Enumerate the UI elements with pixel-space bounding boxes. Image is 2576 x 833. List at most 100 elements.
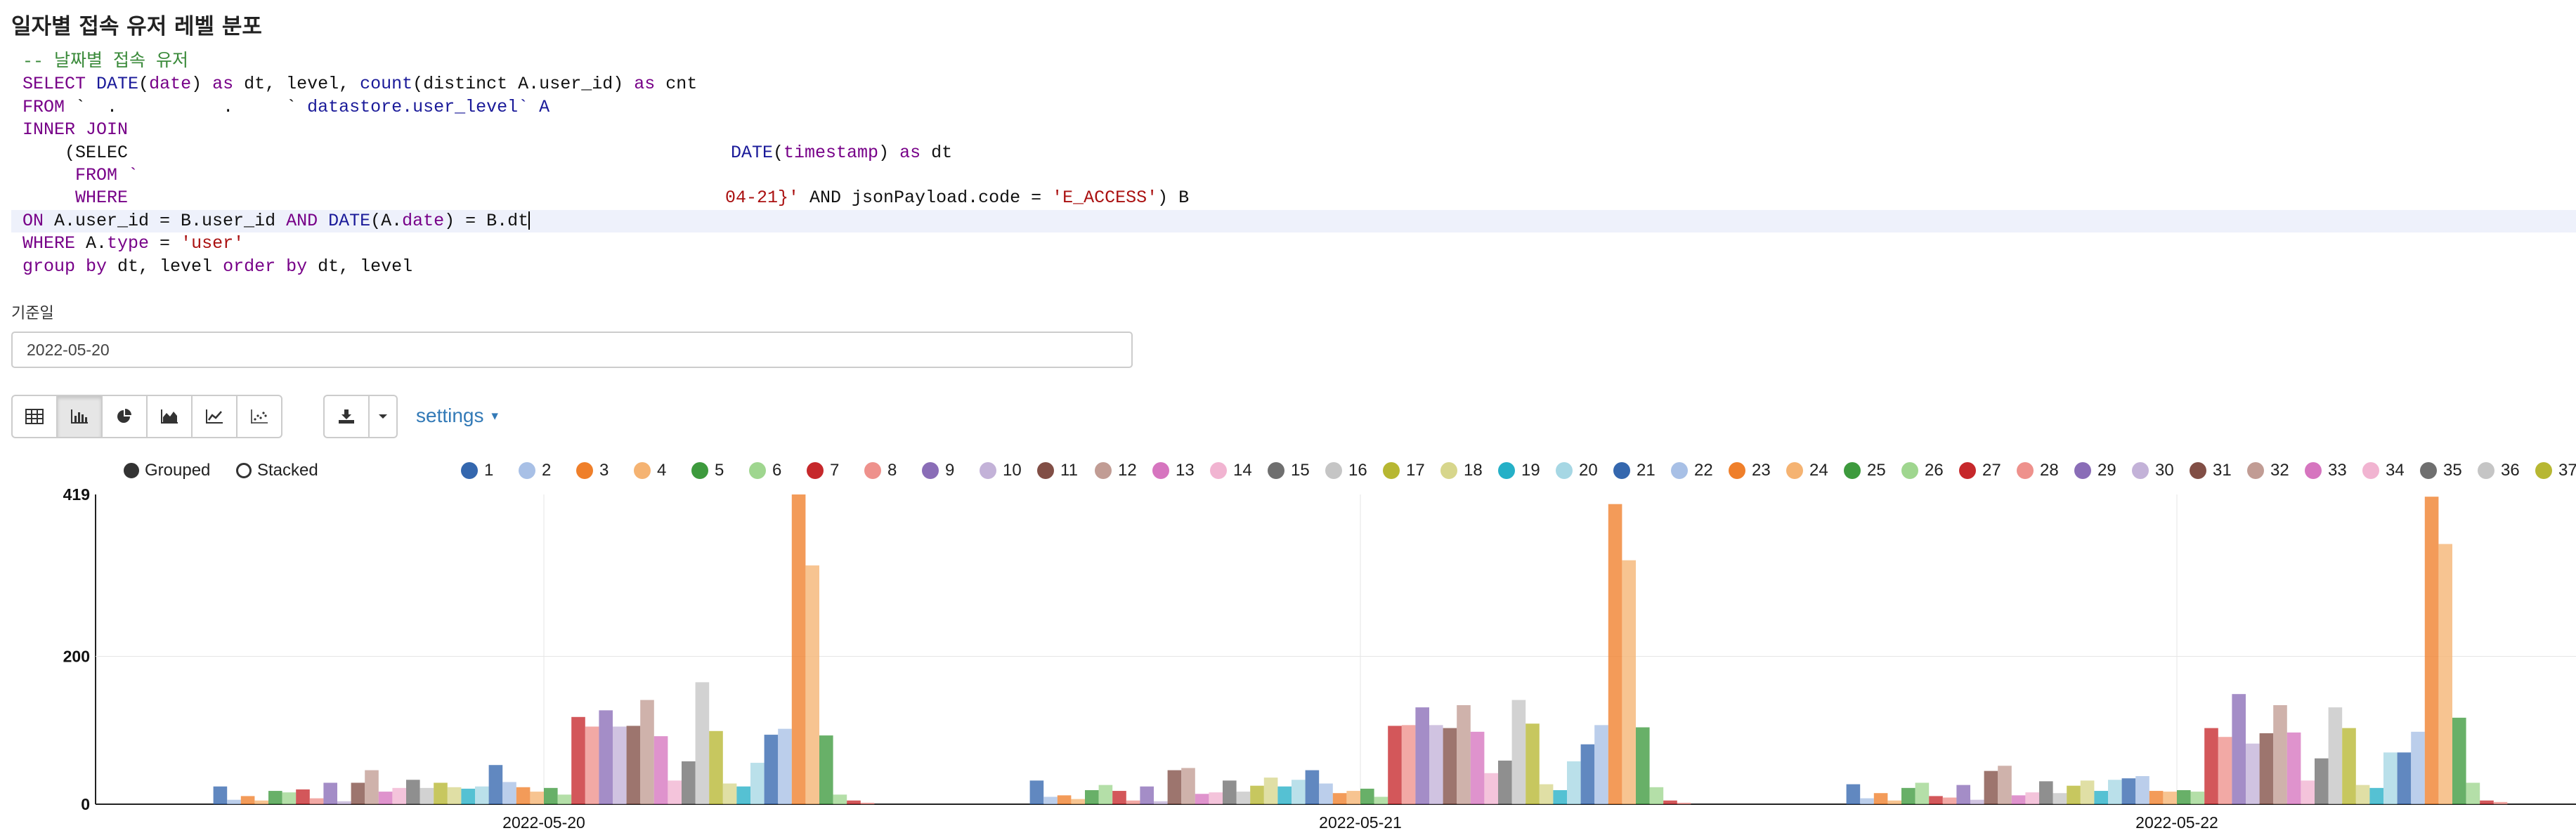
bar-series-47-2022-05-22[interactable] — [2480, 800, 2494, 804]
bar-series-30-2022-05-22[interactable] — [2246, 743, 2260, 804]
legend-item-28[interactable]: 28 — [2017, 461, 2059, 480]
bar-series-34-2022-05-22[interactable] — [2301, 780, 2315, 804]
legend-item-21[interactable]: 21 — [1613, 461, 1655, 480]
bar-series-19-2022-05-20[interactable] — [461, 788, 475, 804]
bar-series-24-2022-05-20[interactable] — [530, 792, 544, 804]
bar-series-42-2022-05-21[interactable] — [1594, 725, 1608, 804]
bar-series-48-2022-05-21[interactable] — [1677, 802, 1691, 804]
bar-series-29-2022-05-20[interactable] — [599, 710, 613, 804]
bar-series-5-2022-05-21[interactable] — [1085, 790, 1099, 804]
bar-series-14-2022-05-21[interactable] — [1209, 792, 1223, 804]
bar-series-47-2022-05-20[interactable] — [847, 800, 861, 804]
bar-series-30-2022-05-20[interactable] — [613, 726, 627, 804]
bar-series-4-2022-05-22[interactable] — [1887, 800, 1901, 804]
legend-item-2[interactable]: 2 — [519, 461, 551, 480]
bar-series-25-2022-05-20[interactable] — [544, 787, 558, 804]
legend-item-20[interactable]: 20 — [1556, 461, 1598, 480]
legend-item-36[interactable]: 36 — [2478, 461, 2520, 480]
bar-series-11-2022-05-21[interactable] — [1167, 770, 1182, 804]
bar-series-25-2022-05-21[interactable] — [1360, 788, 1374, 804]
bar-series-14-2022-05-22[interactable] — [2025, 792, 2039, 804]
bar-series-7-2022-05-22[interactable] — [1929, 796, 1943, 804]
legend-item-32[interactable]: 32 — [2247, 461, 2289, 480]
legend-item-4[interactable]: 4 — [634, 461, 666, 480]
bar-series-4-2022-05-21[interactable] — [1071, 799, 1085, 804]
bar-series-25-2022-05-22[interactable] — [2177, 790, 2191, 804]
legend-item-17[interactable]: 17 — [1383, 461, 1425, 480]
bar-series-16-2022-05-21[interactable] — [1236, 792, 1251, 804]
bar-series-1-2022-05-20[interactable] — [213, 786, 228, 804]
bar-series-12-2022-05-22[interactable] — [1998, 766, 2012, 804]
table-view-button[interactable] — [11, 395, 58, 438]
bar-series-41-2022-05-22[interactable] — [2397, 752, 2412, 804]
bar-series-37-2022-05-21[interactable] — [1526, 723, 1540, 804]
bar-series-27-2022-05-20[interactable] — [571, 716, 585, 804]
bar-series-36-2022-05-22[interactable] — [2328, 707, 2343, 804]
bar-series-36-2022-05-21[interactable] — [1511, 700, 1526, 804]
bar-series-48-2022-05-22[interactable] — [2493, 801, 2508, 804]
bar-series-20-2022-05-21[interactable] — [1292, 780, 1306, 804]
bar-series-28-2022-05-20[interactable] — [585, 726, 599, 804]
sql-editor[interactable]: -- 날짜별 접속 유저 SELECT DATE(date) as dt, le… — [11, 51, 2576, 282]
bar-series-43-2022-05-20[interactable] — [791, 494, 806, 804]
bar-series-40-2022-05-20[interactable] — [750, 763, 765, 804]
bar-series-38-2022-05-20[interactable] — [722, 783, 737, 804]
download-button[interactable] — [323, 395, 370, 438]
bar-series-42-2022-05-22[interactable] — [2411, 731, 2425, 804]
bar-series-6-2022-05-20[interactable] — [282, 792, 297, 804]
bar-series-43-2022-05-21[interactable] — [1608, 504, 1622, 804]
bar-series-3-2022-05-21[interactable] — [1057, 795, 1072, 804]
bar-series-46-2022-05-21[interactable] — [1649, 787, 1664, 804]
settings-link[interactable]: settings ▼ — [416, 405, 501, 426]
bar-series-7-2022-05-21[interactable] — [1112, 791, 1126, 804]
bar-series-45-2022-05-20[interactable] — [819, 735, 833, 804]
legend-item-10[interactable]: 10 — [980, 461, 1022, 480]
bar-series-48-2022-05-20[interactable] — [860, 802, 875, 804]
legend-item-14[interactable]: 14 — [1210, 461, 1252, 480]
bar-series-38-2022-05-22[interactable] — [2355, 785, 2370, 804]
legend-item-34[interactable]: 34 — [2362, 461, 2405, 480]
bar-series-26-2022-05-20[interactable] — [557, 794, 572, 804]
bar-series-13-2022-05-20[interactable] — [378, 792, 393, 804]
grouped-option[interactable]: Grouped — [124, 461, 210, 480]
bar-series-40-2022-05-22[interactable] — [2383, 752, 2398, 804]
legend-item-33[interactable]: 33 — [2305, 461, 2347, 480]
bar-series-20-2022-05-22[interactable] — [2108, 780, 2122, 804]
bar-series-8-2022-05-22[interactable] — [1942, 797, 1957, 804]
legend-item-22[interactable]: 22 — [1671, 461, 1713, 480]
bar-series-16-2022-05-22[interactable] — [2053, 793, 2067, 804]
bar-chart-button[interactable] — [56, 395, 103, 438]
bar-series-47-2022-05-21[interactable] — [1663, 800, 1677, 804]
legend-item-1[interactable]: 1 — [461, 461, 493, 480]
bar-series-17-2022-05-22[interactable] — [2067, 785, 2081, 804]
bar-series-39-2022-05-20[interactable] — [736, 786, 750, 804]
bar-series-13-2022-05-22[interactable] — [2011, 795, 2026, 804]
bar-series-15-2022-05-21[interactable] — [1223, 780, 1237, 804]
bar-series-24-2022-05-22[interactable] — [2163, 792, 2177, 804]
legend-item-15[interactable]: 15 — [1268, 461, 1310, 480]
bar-series-31-2022-05-22[interactable] — [2259, 733, 2274, 804]
bar-series-38-2022-05-21[interactable] — [1539, 784, 1554, 804]
date-param-input[interactable] — [11, 332, 1133, 368]
stacked-option[interactable]: Stacked — [236, 461, 318, 480]
bar-series-27-2022-05-22[interactable] — [2204, 728, 2218, 804]
bar-series-2-2022-05-21[interactable] — [1043, 796, 1058, 804]
bar-series-45-2022-05-21[interactable] — [1636, 727, 1650, 804]
bar-series-44-2022-05-21[interactable] — [1622, 560, 1636, 804]
bar-series-22-2022-05-22[interactable] — [2135, 776, 2149, 804]
bar-series-18-2022-05-21[interactable] — [1263, 778, 1278, 804]
legend-item-8[interactable]: 8 — [864, 461, 897, 480]
legend-item-6[interactable]: 6 — [749, 461, 781, 480]
bar-series-23-2022-05-21[interactable] — [1332, 793, 1347, 804]
bar-series-21-2022-05-20[interactable] — [488, 765, 503, 804]
legend-item-24[interactable]: 24 — [1786, 461, 1828, 480]
bar-series-11-2022-05-22[interactable] — [1984, 770, 1998, 804]
bar-series-32-2022-05-21[interactable] — [1457, 704, 1471, 804]
bar-series-29-2022-05-21[interactable] — [1415, 707, 1429, 804]
bar-series-34-2022-05-21[interactable] — [1484, 773, 1498, 804]
legend-item-11[interactable]: 11 — [1037, 461, 1078, 480]
bar-series-13-2022-05-21[interactable] — [1195, 794, 1209, 804]
bar-series-46-2022-05-20[interactable] — [833, 794, 847, 804]
bar-series-37-2022-05-22[interactable] — [2342, 728, 2356, 804]
bar-series-22-2022-05-20[interactable] — [502, 782, 516, 804]
